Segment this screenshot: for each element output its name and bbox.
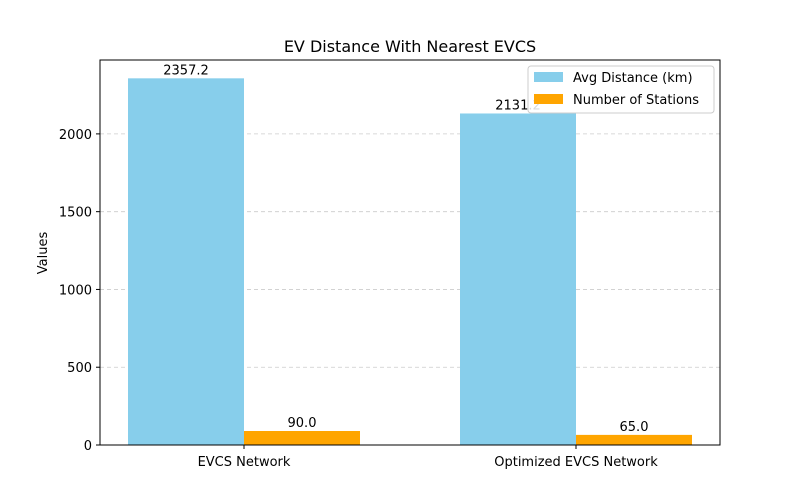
data-label: 90.0 (288, 416, 317, 431)
legend-label-number-of-stations: Number of Stations (573, 93, 699, 108)
bar-avg-distance-1 (460, 113, 576, 445)
y-tick-label: 1000 (59, 283, 92, 298)
y-axis-ticks: 0 500 1000 1500 2000 (59, 128, 100, 454)
legend: Avg Distance (km) Number of Stations (527, 65, 715, 114)
plot-frame (99, 59, 721, 446)
y-tick-label: 1500 (59, 206, 92, 221)
y-tick-label: 500 (67, 361, 92, 376)
x-tick-label: Optimized EVCS Network (494, 455, 658, 470)
x-tick-label: EVCS Network (198, 455, 291, 470)
legend-label-avg-distance: Avg Distance (km) (573, 71, 693, 86)
bar-number-of-stations-0 (244, 431, 360, 445)
y-tick-label: 2000 (59, 128, 92, 143)
bar-number-of-stations-1 (576, 434, 692, 445)
bar-avg-distance-0 (128, 78, 244, 445)
chart-title: EV Distance With Nearest EVCS (284, 37, 536, 56)
legend-box (527, 65, 715, 114)
grid-lines (100, 133, 720, 368)
y-tick-label: 0 (84, 439, 92, 454)
legend-swatch-number-of-stations (534, 94, 563, 104)
legend-swatch-avg-distance (534, 72, 563, 82)
data-label: 2357.2 (163, 63, 209, 78)
data-label: 65.0 (620, 420, 649, 435)
bars (128, 78, 692, 445)
y-axis-label: Values (36, 232, 51, 275)
x-axis-ticks: EVCS Network Optimized EVCS Network (198, 445, 658, 470)
